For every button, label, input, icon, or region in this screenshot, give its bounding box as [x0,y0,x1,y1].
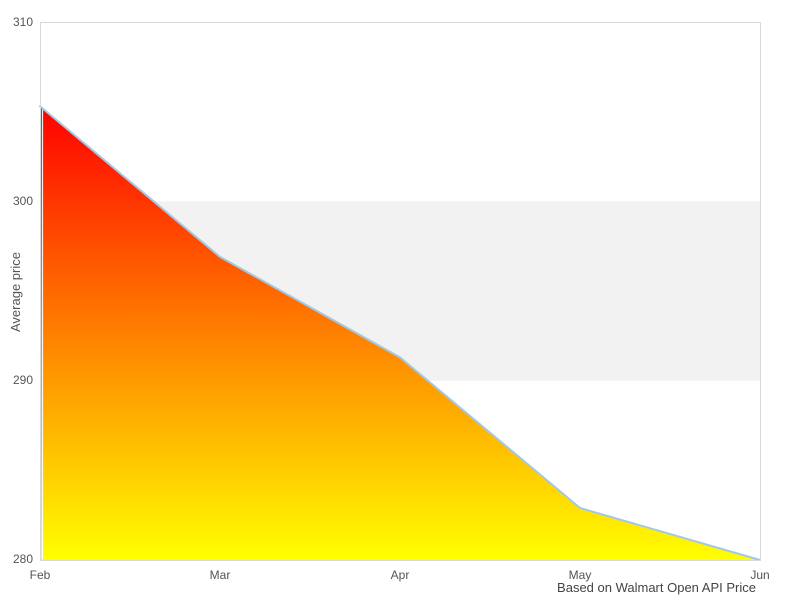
chart-caption: Based on Walmart Open API Price [557,580,756,595]
x-tick-jun: Jun [750,568,770,582]
plot-border [40,22,761,561]
series-line[interactable] [39,105,761,561]
area-series-fill[interactable] [40,106,760,560]
x-tick-mar: Mar [209,568,231,582]
x-tick-may: May [568,568,592,582]
x-tick-apr: Apr [390,568,410,582]
y-tick-310: 310 [12,15,33,29]
y-tick-280: 280 [12,552,33,566]
y-axis-title: Average price [8,252,23,332]
y-tick-300: 300 [12,194,33,208]
x-tick-feb: Feb [29,568,51,582]
y-tick-290: 290 [12,373,33,387]
